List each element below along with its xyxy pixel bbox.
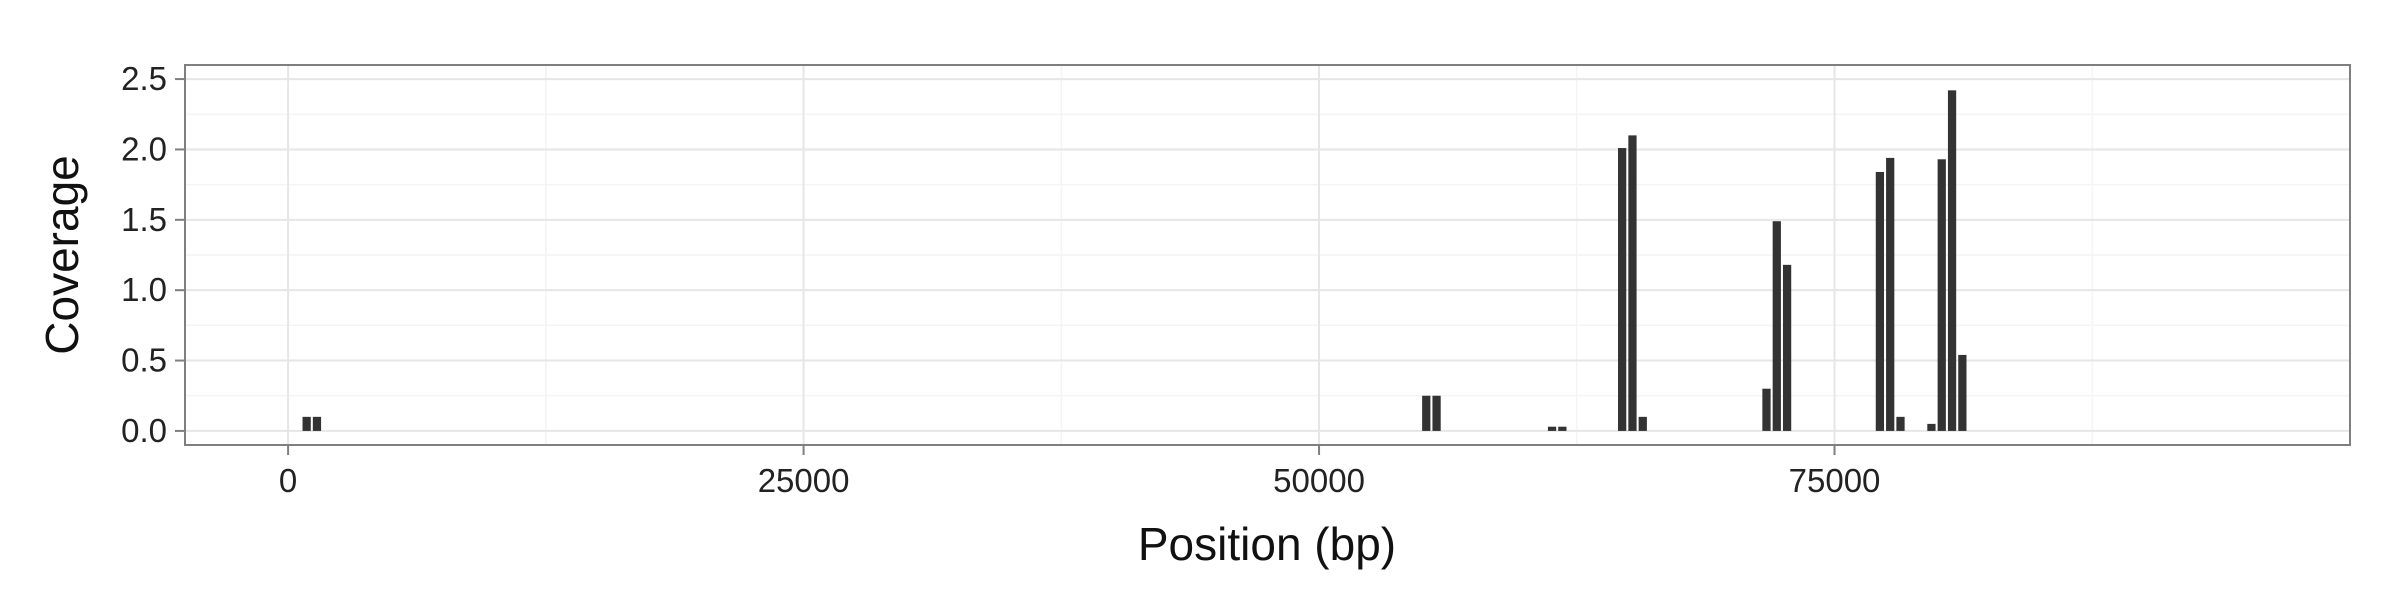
y-tick-label: 0.0 [121, 412, 167, 449]
coverage-bar [1422, 395, 1431, 431]
x-tick-label: 50000 [1273, 462, 1365, 499]
major-grid [185, 65, 2350, 445]
coverage-bar [1772, 221, 1781, 431]
coverage-bar [1886, 157, 1895, 431]
x-axis: 0 25000 50000 75000 [279, 445, 1880, 499]
bars-group [302, 90, 1967, 431]
coverage-bar [1896, 416, 1905, 431]
x-axis-title: Position (bp) [1138, 518, 1396, 570]
y-tick-label: 0.5 [121, 342, 167, 379]
y-axis: 0.0 0.5 1.0 1.5 2.0 2.5 [121, 60, 185, 449]
y-tick-label: 2.5 [121, 60, 167, 97]
coverage-bar [312, 416, 322, 431]
coverage-bar [1618, 148, 1627, 431]
y-tick-label: 1.0 [121, 271, 167, 308]
y-tick-label: 2.0 [121, 130, 167, 167]
y-tick-label: 1.5 [121, 201, 167, 238]
coverage-bar [1958, 354, 1967, 431]
coverage-bar [1547, 426, 1557, 431]
coverage-bar [1937, 159, 1946, 431]
coverage-bar [1927, 423, 1936, 431]
minor-grid [185, 65, 2350, 445]
x-tick-label: 0 [279, 462, 297, 499]
coverage-bar [1762, 388, 1771, 431]
coverage-bar [1432, 395, 1441, 431]
x-tick-label: 25000 [758, 462, 850, 499]
y-axis-title: Coverage [36, 155, 88, 354]
coverage-bar [1628, 135, 1637, 431]
coverage-bar [302, 416, 311, 431]
plot-border [184, 64, 2351, 446]
coverage-bar [1782, 264, 1792, 431]
coverage-bar [1638, 416, 1647, 431]
x-tick-label: 75000 [1789, 462, 1881, 499]
coverage-bar [1947, 90, 1957, 431]
coverage-bar [1875, 171, 1885, 431]
coverage-bar [1558, 426, 1567, 431]
